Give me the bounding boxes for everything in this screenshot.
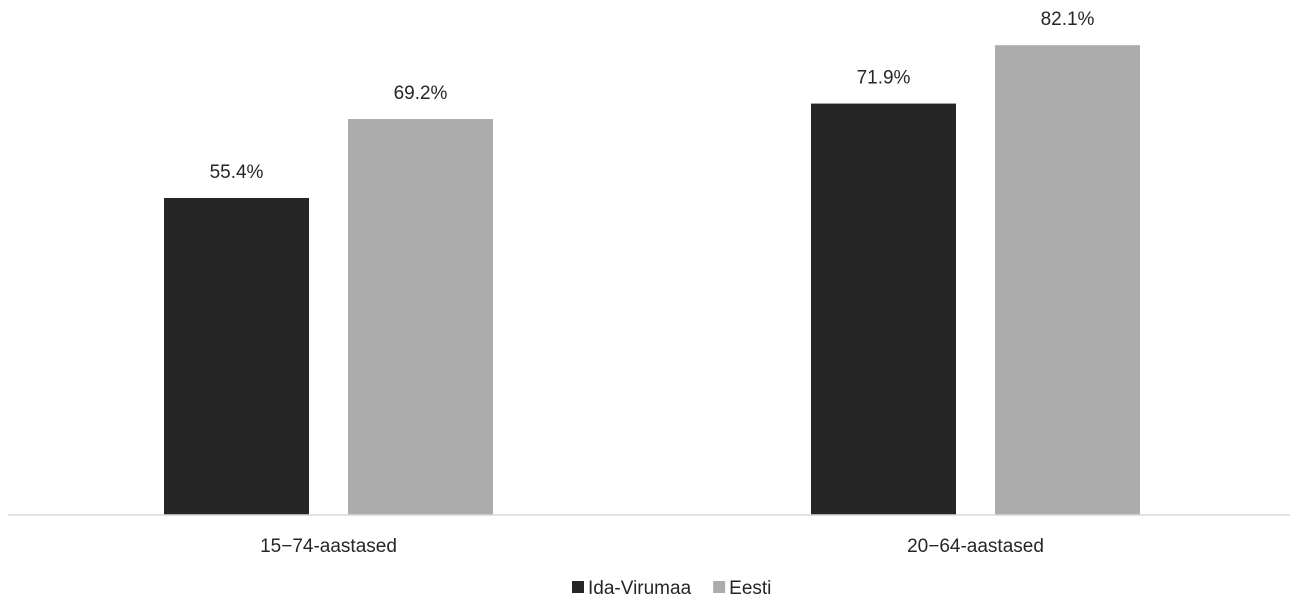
data-label-eesti-2: 82.1% (1041, 9, 1095, 30)
legend: Ida-Virumaa Eesti (572, 578, 771, 599)
category-labels-group: 15−74-aastased 20−64-aastased (260, 536, 1044, 557)
legend-swatch-eesti (713, 581, 726, 593)
category-label-1: 15−74-aastased (260, 536, 397, 557)
data-label-ida-virumaa-1: 55.4% (210, 162, 264, 183)
legend-label-ida-virumaa: Ida-Virumaa (588, 578, 692, 599)
bar-eesti-2 (995, 45, 1140, 515)
category-label-2: 20−64-aastased (907, 536, 1044, 557)
bar-eesti-1 (348, 119, 493, 516)
legend-label-eesti: Eesti (729, 578, 771, 599)
data-labels-group: 55.4% 69.2% 71.9% 82.1% (210, 9, 1095, 183)
bar-ida-virumaa-2 (811, 103, 956, 516)
legend-swatch-ida-virumaa (572, 581, 584, 593)
data-label-ida-virumaa-2: 71.9% (857, 68, 911, 89)
data-label-eesti-1: 69.2% (394, 83, 448, 104)
bar-ida-virumaa-1 (164, 197, 309, 515)
bars-group (164, 45, 1140, 516)
